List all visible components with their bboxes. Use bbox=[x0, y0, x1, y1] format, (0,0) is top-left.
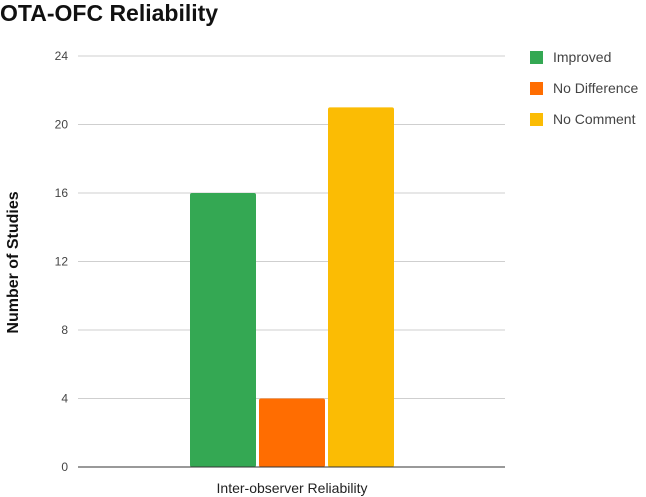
legend-label-no-difference: No Difference bbox=[553, 80, 639, 96]
y-tick-label-24: 24 bbox=[55, 49, 69, 63]
chart-title: OTA-OFC Reliability bbox=[0, 0, 219, 26]
y-tick-label-8: 8 bbox=[61, 323, 68, 337]
category-label: Inter-observer Reliability bbox=[217, 480, 368, 496]
bar-no-difference bbox=[259, 398, 325, 467]
legend: Improved No Difference No Comment bbox=[530, 49, 639, 127]
legend-label-no-comment: No Comment bbox=[553, 111, 636, 127]
bar-no-comment bbox=[328, 107, 394, 467]
legend-swatch-no-difference bbox=[530, 82, 543, 95]
y-tick-labels: 0 4 8 12 16 20 24 bbox=[55, 49, 69, 474]
y-tick-label-12: 12 bbox=[55, 255, 69, 269]
bars bbox=[190, 107, 394, 467]
y-tick-label-20: 20 bbox=[55, 118, 69, 132]
bar-improved bbox=[190, 193, 256, 467]
y-tick-label-4: 4 bbox=[61, 392, 68, 406]
y-tick-label-16: 16 bbox=[55, 186, 69, 200]
gridlines bbox=[78, 55, 505, 399]
legend-swatch-improved bbox=[530, 51, 543, 64]
y-axis-title: Number of Studies bbox=[5, 191, 22, 333]
legend-label-improved: Improved bbox=[553, 49, 611, 65]
legend-swatch-no-comment bbox=[530, 113, 543, 126]
y-tick-label-0: 0 bbox=[61, 460, 68, 474]
